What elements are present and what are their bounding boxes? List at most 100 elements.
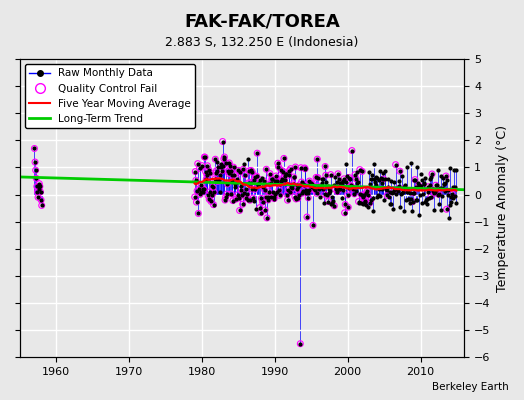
Point bbox=[358, 201, 367, 207]
Point bbox=[269, 194, 278, 200]
Point bbox=[426, 182, 434, 188]
Point bbox=[209, 184, 217, 190]
Point bbox=[423, 196, 431, 202]
Point bbox=[242, 195, 250, 201]
Point bbox=[203, 162, 212, 169]
Point bbox=[256, 204, 264, 211]
Point bbox=[400, 185, 409, 191]
Point bbox=[350, 185, 358, 191]
Point bbox=[257, 195, 266, 202]
Point bbox=[297, 164, 305, 171]
Point bbox=[451, 184, 460, 190]
Point bbox=[235, 207, 244, 214]
Point bbox=[274, 160, 282, 166]
Point bbox=[377, 175, 385, 181]
Point bbox=[223, 191, 231, 197]
Point bbox=[291, 164, 300, 170]
Point bbox=[245, 168, 254, 174]
Point bbox=[276, 180, 285, 187]
Point bbox=[337, 180, 345, 186]
Point bbox=[194, 210, 203, 217]
Point bbox=[202, 176, 211, 182]
Point bbox=[446, 164, 454, 171]
Point bbox=[235, 195, 243, 201]
Point bbox=[283, 191, 291, 198]
Point bbox=[339, 187, 347, 194]
Point bbox=[192, 177, 200, 184]
Point bbox=[362, 202, 370, 209]
Point bbox=[377, 180, 386, 186]
Point bbox=[256, 176, 265, 183]
Point bbox=[376, 192, 385, 199]
Point bbox=[367, 197, 375, 203]
Point bbox=[228, 178, 236, 184]
Point bbox=[249, 195, 257, 201]
Point bbox=[195, 186, 203, 192]
Point bbox=[341, 201, 350, 208]
Point bbox=[441, 188, 449, 194]
Point bbox=[307, 180, 315, 187]
Point bbox=[365, 200, 374, 206]
Point bbox=[195, 165, 204, 172]
Point bbox=[310, 184, 319, 190]
Point bbox=[289, 174, 298, 180]
Point bbox=[306, 180, 314, 187]
Point bbox=[229, 198, 237, 204]
Point bbox=[376, 168, 384, 174]
Point bbox=[285, 168, 293, 174]
Point bbox=[363, 188, 372, 194]
Point bbox=[326, 171, 335, 178]
Point bbox=[227, 191, 235, 197]
Point bbox=[406, 189, 414, 196]
Point bbox=[350, 191, 358, 197]
Point bbox=[256, 204, 264, 211]
Point bbox=[247, 186, 256, 192]
Point bbox=[250, 186, 259, 193]
Point bbox=[250, 177, 258, 184]
Point bbox=[279, 177, 287, 183]
Point bbox=[298, 190, 307, 196]
Point bbox=[323, 183, 332, 189]
Point bbox=[349, 186, 357, 192]
Point bbox=[199, 188, 207, 195]
Point bbox=[331, 174, 339, 180]
Point bbox=[263, 215, 271, 221]
Point bbox=[443, 176, 451, 183]
Point bbox=[217, 163, 226, 170]
Point bbox=[320, 191, 329, 198]
Point bbox=[279, 168, 288, 175]
Point bbox=[241, 172, 249, 178]
Point bbox=[351, 172, 359, 178]
Point bbox=[35, 180, 43, 187]
Point bbox=[206, 170, 215, 176]
Point bbox=[200, 186, 208, 192]
Point bbox=[305, 178, 314, 184]
Point bbox=[440, 180, 448, 187]
Point bbox=[258, 175, 266, 181]
Point bbox=[191, 194, 199, 200]
Point bbox=[301, 166, 309, 172]
Point bbox=[336, 180, 345, 186]
Point bbox=[416, 192, 424, 198]
Y-axis label: Temperature Anomaly (°C): Temperature Anomaly (°C) bbox=[496, 125, 509, 292]
Point bbox=[358, 168, 366, 175]
Point bbox=[230, 164, 238, 170]
Point bbox=[300, 165, 309, 171]
Point bbox=[277, 167, 285, 173]
Point bbox=[359, 194, 368, 201]
Point bbox=[350, 191, 358, 197]
Point bbox=[446, 194, 455, 200]
Point bbox=[274, 164, 282, 170]
Point bbox=[236, 169, 244, 175]
Point bbox=[272, 178, 281, 184]
Point bbox=[277, 178, 286, 184]
Point bbox=[415, 212, 423, 218]
Point bbox=[352, 188, 360, 194]
Point bbox=[275, 186, 283, 193]
Point bbox=[232, 196, 240, 202]
Point bbox=[396, 168, 404, 174]
Point bbox=[239, 166, 247, 172]
Point bbox=[202, 176, 211, 182]
Point bbox=[203, 162, 212, 169]
Point bbox=[371, 179, 379, 185]
